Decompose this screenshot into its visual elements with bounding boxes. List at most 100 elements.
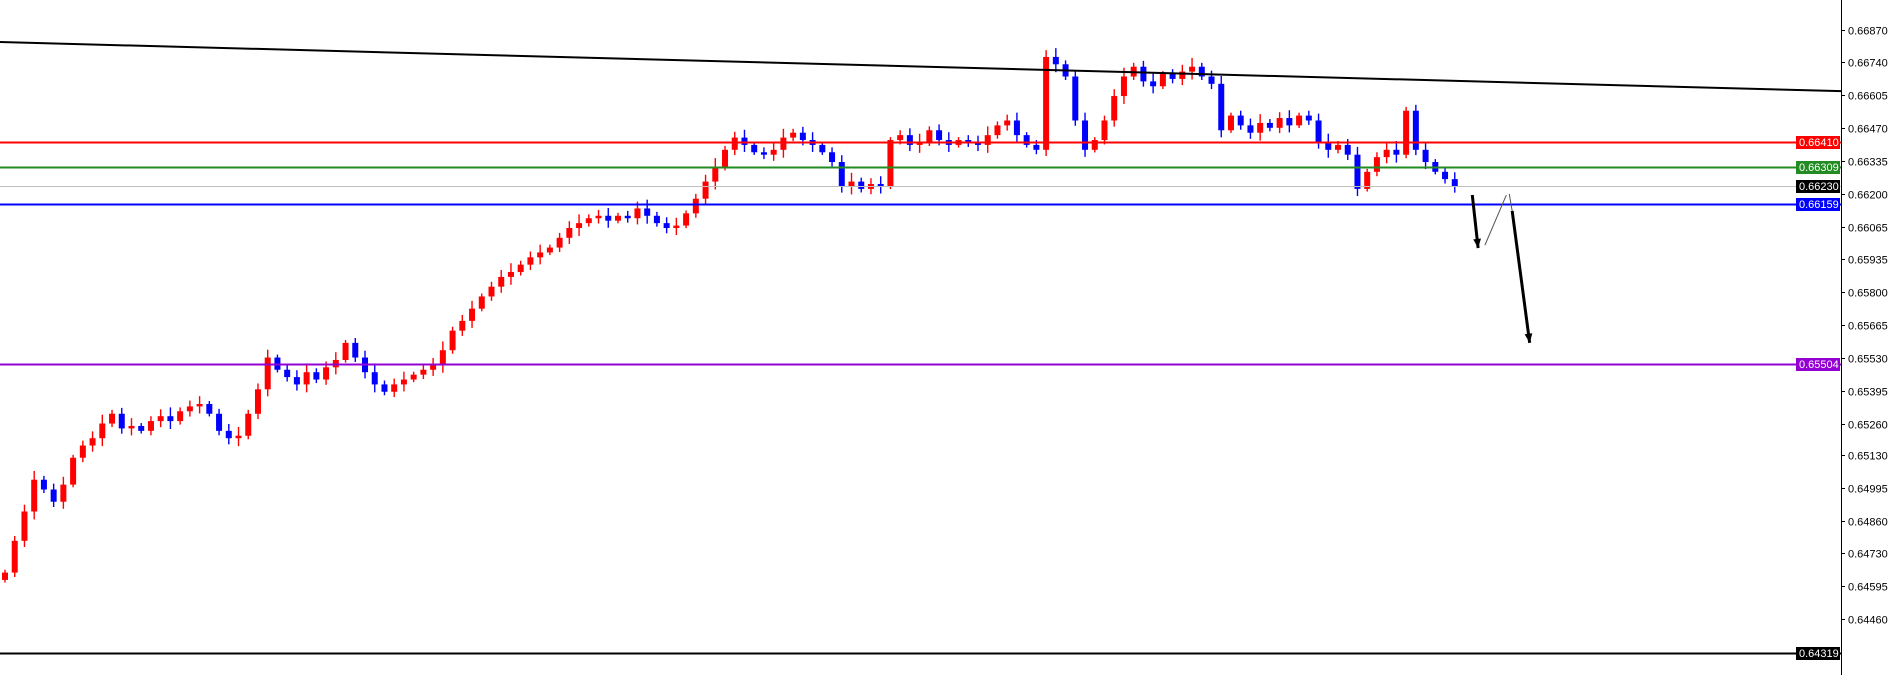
candle-body xyxy=(702,181,709,199)
price-tag xyxy=(1796,136,1840,149)
candle-body xyxy=(79,445,86,458)
price-tag xyxy=(1796,198,1840,211)
candle-body xyxy=(89,438,96,446)
candle-body xyxy=(439,350,446,365)
trendline[interactable] xyxy=(0,41,1842,93)
candle xyxy=(1140,60,1147,87)
candle xyxy=(760,147,767,160)
candle-body xyxy=(1257,122,1264,133)
candle-body xyxy=(60,484,67,502)
candle xyxy=(332,352,339,375)
candle xyxy=(303,363,310,393)
candle xyxy=(1218,76,1225,138)
candle xyxy=(1227,112,1234,133)
candle-body xyxy=(644,208,651,216)
candle xyxy=(1189,57,1196,80)
candle xyxy=(1442,166,1449,184)
price-tag-label: 0.64319 xyxy=(1799,648,1839,660)
candle xyxy=(546,244,553,256)
candle-body xyxy=(936,130,943,141)
candle xyxy=(235,426,242,447)
candle xyxy=(576,214,583,236)
candle-body xyxy=(1286,118,1293,126)
candle xyxy=(225,424,232,445)
candle xyxy=(1296,112,1303,129)
y-tick-label: 0.66335 xyxy=(1848,157,1888,169)
candle xyxy=(517,260,524,276)
candle xyxy=(741,129,748,152)
candle-body xyxy=(653,215,660,224)
candle-body xyxy=(975,142,981,145)
candle-body xyxy=(819,144,826,153)
candle-body xyxy=(284,369,291,378)
candle-body xyxy=(965,140,972,143)
candle-body xyxy=(760,152,767,155)
y-tick-label: 0.65935 xyxy=(1848,255,1888,267)
candle-body xyxy=(1266,122,1273,128)
candle-body xyxy=(848,181,855,187)
candle-body xyxy=(449,330,456,351)
candle-body xyxy=(430,364,437,370)
candle xyxy=(566,221,573,244)
candle-body xyxy=(99,423,106,439)
candle-body xyxy=(1101,120,1108,141)
candle xyxy=(653,211,660,227)
candle-body xyxy=(1296,115,1303,126)
candle xyxy=(478,293,485,312)
candle-body xyxy=(780,137,787,150)
candle-body xyxy=(546,247,553,253)
candle xyxy=(1412,104,1419,156)
candle xyxy=(1004,114,1011,131)
candle xyxy=(31,470,38,520)
arrowhead-icon xyxy=(1524,333,1533,343)
price-axis[interactable]: 0.66870 0.66740 0.66605 0.66470 0.66335 0.662… xyxy=(1841,26,1888,627)
candle xyxy=(206,401,213,417)
y-tick-label: 0.64995 xyxy=(1848,484,1888,496)
candle xyxy=(147,416,154,436)
candle xyxy=(1266,119,1273,132)
candle-body xyxy=(469,308,476,321)
line-annotation[interactable] xyxy=(1484,194,1507,246)
candle-body xyxy=(1179,71,1186,79)
candle xyxy=(1237,110,1244,130)
candle-body xyxy=(1043,56,1050,150)
candle-body xyxy=(381,384,388,392)
candle-body xyxy=(1218,83,1225,131)
candle xyxy=(128,418,135,436)
candle-body xyxy=(605,215,612,221)
candle xyxy=(906,128,913,152)
candle xyxy=(712,158,719,190)
y-tick-label: 0.65395 xyxy=(1848,387,1888,399)
candle-body xyxy=(1169,74,1176,79)
candle-body xyxy=(926,130,933,143)
candle-body xyxy=(2,572,8,580)
candle xyxy=(1373,152,1380,177)
candle-body xyxy=(566,228,573,238)
candle xyxy=(1072,70,1079,126)
candle xyxy=(984,126,991,153)
candle xyxy=(1082,112,1089,157)
candle-body xyxy=(157,416,164,422)
candle-body xyxy=(1111,96,1118,121)
price-tag-label: 0.66159 xyxy=(1799,199,1839,211)
candle xyxy=(605,207,612,228)
candle xyxy=(702,174,709,205)
candle-body xyxy=(507,272,514,277)
candle-body xyxy=(245,413,252,436)
candle xyxy=(790,128,797,142)
candle xyxy=(70,454,77,488)
candle-body xyxy=(722,149,729,167)
arrow-annotation[interactable] xyxy=(1510,210,1532,344)
y-tick-label: 0.66740 xyxy=(1848,58,1888,70)
candle-body xyxy=(1237,115,1244,126)
candle xyxy=(245,409,252,440)
candle-body xyxy=(498,276,505,287)
candle xyxy=(21,504,28,547)
candle-body xyxy=(770,149,777,155)
price-tags-layer: 0.66410 0.66309 0.66230 0.66159 0.65504 0.643… xyxy=(1796,136,1840,660)
candle xyxy=(1159,71,1166,89)
candle-body xyxy=(527,257,534,265)
line-annotation[interactable] xyxy=(1508,193,1513,211)
candle xyxy=(264,349,271,397)
